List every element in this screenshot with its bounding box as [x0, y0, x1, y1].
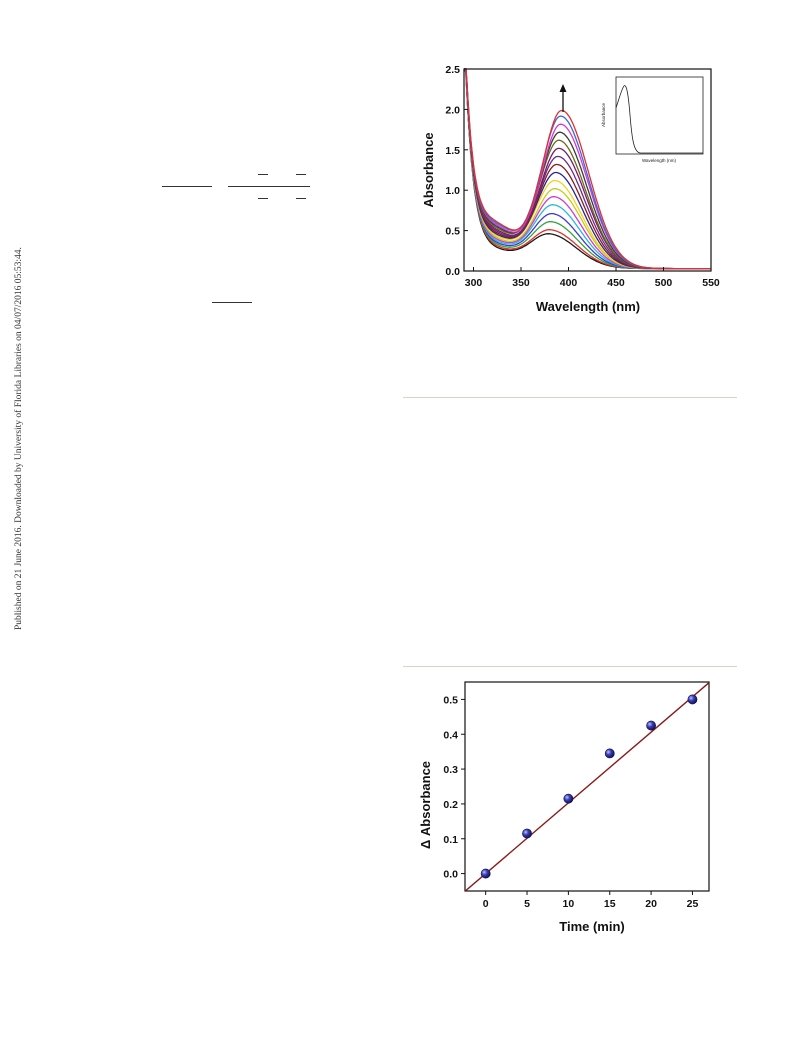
x-tick-label: 25	[687, 898, 699, 910]
plot-frame	[463, 68, 712, 272]
y-axis-label: Δ Absorbance	[418, 761, 433, 849]
fraction-bar	[162, 186, 212, 187]
y-tick-label: 0.4	[443, 729, 458, 741]
data-point	[646, 720, 657, 731]
y-axis-ticks: 0.0 0.5 1.0 1.5 2.0 2.5	[445, 64, 468, 278]
linear-fit-line	[464, 682, 710, 892]
fraction-bar	[212, 302, 252, 303]
x-axis-ticks: 0 5 10 15 20 25	[483, 891, 699, 910]
data-point	[522, 828, 532, 839]
data-points	[480, 694, 698, 879]
spectrum-line	[464, 68, 711, 270]
x-tick-label: 20	[645, 898, 657, 910]
y-tick-label: 0.5	[445, 226, 460, 238]
x-tick-label: 10	[563, 898, 575, 910]
x-tick-label: 350	[512, 277, 530, 289]
fraction-bar	[258, 198, 268, 199]
fraction-bar	[296, 198, 306, 199]
y-tick-label: 0.2	[443, 799, 458, 811]
data-point	[480, 868, 491, 879]
x-axis-ticks: 300 350 400 450 500 550	[465, 267, 720, 289]
inset-spectrum-line	[615, 85, 703, 154]
x-tick-label: 15	[604, 898, 616, 910]
y-tick-label: 0.5	[443, 694, 458, 706]
fraction-bar	[228, 186, 310, 187]
y-tick-label: 2.5	[445, 64, 460, 76]
arrow-head-icon	[559, 84, 567, 92]
uv-vis-spectra-chart: 300 350 400 450 500 550 0.0 0.5 1.0 1.5 2.0 2.5 Wa…	[421, 64, 720, 314]
fraction-bar	[258, 174, 268, 175]
x-tick-label: 550	[702, 277, 720, 289]
y-tick-label: 0.3	[443, 764, 458, 776]
x-tick-label: 400	[560, 277, 578, 289]
x-tick-label: 300	[465, 277, 483, 289]
x-axis-label: Wavelength (nm)	[536, 299, 640, 314]
spectra-series-group	[464, 68, 711, 270]
section-divider	[403, 666, 737, 667]
section-divider	[403, 397, 737, 398]
inset-x-label: Wavelength (nm)	[642, 158, 677, 163]
fraction-bar	[296, 174, 306, 175]
inset-chart: Wavelength (nm) Absorbance	[601, 76, 704, 163]
data-point	[687, 694, 698, 705]
y-tick-label: 2.0	[445, 104, 460, 116]
y-tick-label: 0.0	[443, 869, 458, 881]
data-point	[604, 748, 615, 759]
y-tick-label: 0.1	[443, 834, 458, 846]
x-axis-label: Time (min)	[559, 919, 625, 934]
data-point	[563, 793, 574, 804]
increase-arrow	[559, 84, 567, 112]
inset-frame	[615, 76, 704, 155]
x-tick-label: 500	[655, 277, 673, 289]
y-tick-label: 0.0	[445, 266, 460, 278]
y-axis-ticks: 0.0 0.1 0.2 0.3 0.4 0.5	[443, 694, 465, 881]
plot-frame	[464, 681, 710, 892]
y-tick-label: 1.5	[445, 145, 460, 157]
y-tick-label: 1.0	[445, 185, 460, 197]
x-tick-label: 5	[524, 898, 530, 910]
x-tick-label: 450	[607, 277, 625, 289]
delta-absorbance-chart: 0 5 10 15 20 25 0.0 0.1 0.2 0.3 0.4 0.5 Time (min)…	[418, 681, 710, 934]
y-axis-label: Absorbance	[421, 132, 436, 207]
inset-y-label: Absorbance	[601, 103, 606, 128]
x-tick-label: 0	[483, 898, 489, 910]
